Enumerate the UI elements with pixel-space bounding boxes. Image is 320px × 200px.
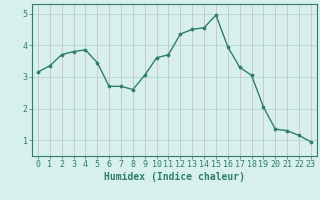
X-axis label: Humidex (Indice chaleur): Humidex (Indice chaleur)	[104, 172, 245, 182]
